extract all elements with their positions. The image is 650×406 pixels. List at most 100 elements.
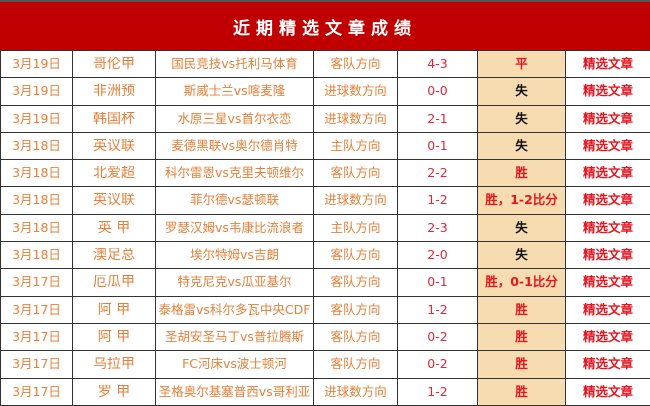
direction-cell-text: 进球数方向 [316,112,395,126]
direction-cell: 进球数方向 [314,105,398,132]
match-cell-text: 国民竞技vs托利马体育 [158,57,311,71]
article-link-text[interactable]: 精选文章 [568,193,648,207]
article-link-text[interactable]: 精选文章 [568,221,648,235]
article-link[interactable]: 精选文章 [566,378,650,405]
league-cell-text: 英议联 [75,139,153,153]
article-link[interactable]: 精选文章 [566,242,650,269]
article-link-text[interactable]: 精选文章 [568,139,648,153]
article-link-text[interactable]: 精选文章 [568,248,648,262]
match-cell-text: 罗瑟汉姆vs韦康比流浪者 [158,221,311,235]
result-cell-text: 失 [480,221,563,235]
article-link[interactable]: 精选文章 [566,296,650,323]
score-cell: 0-2 [398,351,478,378]
match-cell: FC河床vs波士顿河 [156,351,314,378]
article-link[interactable]: 精选文章 [566,78,650,105]
score-cell: 2-1 [398,105,478,132]
direction-cell-text: 客队方向 [316,303,395,317]
article-link[interactable]: 精选文章 [566,105,650,132]
score-cell-text: 1-2 [400,193,475,207]
direction-cell-text: 主队方向 [316,139,395,153]
match-cell: 埃尔特姆vs吉朗 [156,242,314,269]
article-link-text[interactable]: 精选文章 [568,112,648,126]
score-cell: 2-2 [398,160,478,187]
date-cell-text: 3月18日 [3,248,70,262]
article-link-text[interactable]: 精选文章 [568,275,648,289]
direction-cell: 进球数方向 [314,378,398,405]
article-link-text[interactable]: 精选文章 [568,57,648,71]
date-cell-text: 3月19日 [3,112,70,126]
date-cell-text: 3月19日 [3,57,70,71]
league-cell: 韩国杯 [73,105,156,132]
direction-cell: 主队方向 [314,214,398,241]
direction-cell: 主队方向 [314,132,398,159]
score-cell-text: 4-3 [400,57,475,71]
article-link[interactable]: 精选文章 [566,269,650,296]
score-cell-text: 0-1 [400,139,475,153]
league-cell: 哥伦甲 [73,51,156,78]
direction-cell: 客队方向 [314,296,398,323]
result-cell-text: 失 [480,112,563,126]
article-link[interactable]: 精选文章 [566,214,650,241]
league-cell: 非洲预 [73,78,156,105]
date-cell: 3月17日 [1,323,73,350]
article-link[interactable]: 精选文章 [566,187,650,214]
date-cell: 3月18日 [1,242,73,269]
result-cell: 失 [478,242,566,269]
league-cell: 阿 甲 [73,296,156,323]
date-cell: 3月19日 [1,51,73,78]
league-cell-text: 北爱超 [75,166,153,180]
direction-cell: 进球数方向 [314,78,398,105]
article-link[interactable]: 精选文章 [566,132,650,159]
date-cell: 3月19日 [1,78,73,105]
result-cell: 胜，1-2比分 [478,187,566,214]
date-cell: 3月18日 [1,132,73,159]
result-cell: 胜，0-1比分 [478,269,566,296]
match-cell-text: 斯威士兰vs喀麦隆 [158,84,311,98]
article-link[interactable]: 精选文章 [566,323,650,350]
article-link-text[interactable]: 精选文章 [568,166,648,180]
result-cell-text: 胜 [480,303,563,317]
article-link-text[interactable]: 精选文章 [568,357,648,371]
result-cell-text: 胜 [480,357,563,371]
match-cell: 水原三星vs首尔衣恋 [156,105,314,132]
article-link-text[interactable]: 精选文章 [568,303,648,317]
score-cell: 2-3 [398,214,478,241]
direction-cell: 客队方向 [314,351,398,378]
result-cell-text: 平 [480,57,563,71]
date-cell-text: 3月19日 [3,84,70,98]
article-link-text[interactable]: 精选文章 [568,84,648,98]
date-cell-text: 3月17日 [3,303,70,317]
result-cell-text: 胜 [480,166,563,180]
direction-cell-text: 主队方向 [316,221,395,235]
result-cell: 失 [478,214,566,241]
league-cell: 英议联 [73,132,156,159]
direction-cell: 客队方向 [314,160,398,187]
result-cell: 胜 [478,160,566,187]
article-link-text[interactable]: 精选文章 [568,385,648,399]
article-link[interactable]: 精选文章 [566,160,650,187]
result-cell: 失 [478,78,566,105]
score-cell-text: 1-2 [400,303,475,317]
date-cell-text: 3月18日 [3,221,70,235]
score-cell: 1-2 [398,187,478,214]
league-cell: 澳足总 [73,242,156,269]
match-cell-text: 水原三星vs首尔衣恋 [158,112,311,126]
article-link[interactable]: 精选文章 [566,351,650,378]
date-cell: 3月17日 [1,269,73,296]
article-link-text[interactable]: 精选文章 [568,330,648,344]
match-cell: 特克尼克vs瓜亚基尔 [156,269,314,296]
league-cell-text: 阿 甲 [75,303,153,317]
article-link[interactable]: 精选文章 [566,51,650,78]
league-cell-text: 韩国杯 [75,112,153,126]
date-cell-text: 3月18日 [3,193,70,207]
direction-cell-text: 进球数方向 [316,193,395,207]
match-cell-text: 特克尼克vs瓜亚基尔 [158,275,311,289]
league-cell: 罗 甲 [73,378,156,405]
date-cell-text: 3月17日 [3,385,70,399]
match-cell: 国民竞技vs托利马体育 [156,51,314,78]
result-cell: 失 [478,105,566,132]
